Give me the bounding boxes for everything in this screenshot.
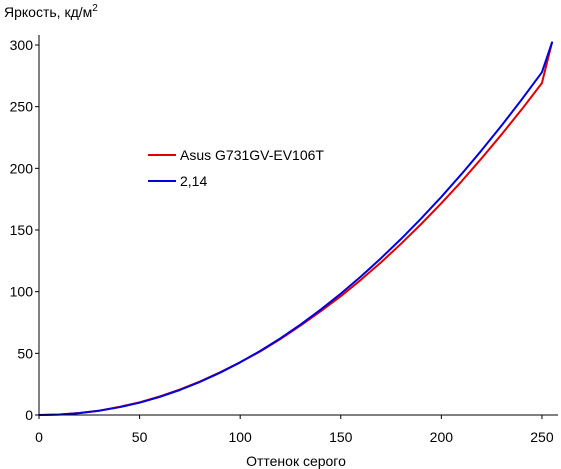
x-tick-label: 200 — [430, 429, 454, 445]
x-axis-ticks: 0 50 100 150 200 250 — [35, 415, 554, 445]
legend: Asus G731GV-EV106T 2,14 — [148, 147, 324, 189]
y-axis-title-superscript: 2 — [92, 3, 98, 14]
x-tick-label: 250 — [530, 429, 554, 445]
y-axis-title: Яркость, кд/м2 — [4, 3, 98, 20]
y-axis-title-text: Яркость, кд/м — [4, 4, 92, 20]
y-tick-label: 300 — [10, 37, 34, 53]
x-tick-label: 100 — [228, 429, 252, 445]
x-tick-label: 0 — [35, 429, 43, 445]
y-tick-label: 0 — [25, 407, 33, 423]
y-axis-ticks: 0 50 100 150 200 250 300 — [10, 37, 39, 423]
y-tick-label: 150 — [10, 222, 34, 238]
y-tick-label: 50 — [17, 345, 33, 361]
series-line-1 — [38, 41, 553, 416]
axes — [38, 35, 558, 416]
y-tick-label: 200 — [10, 160, 34, 176]
y-tick-label: 250 — [10, 99, 34, 115]
x-tick-label: 150 — [329, 429, 353, 445]
x-axis-title: Оттенок серого — [246, 453, 346, 469]
y-tick-label: 100 — [10, 284, 34, 300]
series-line-2 — [38, 41, 553, 416]
plot-area — [38, 41, 553, 416]
x-tick-label: 50 — [132, 429, 148, 445]
legend-label-1: Asus G731GV-EV106T — [180, 147, 324, 163]
legend-label-2: 2,14 — [180, 173, 207, 189]
